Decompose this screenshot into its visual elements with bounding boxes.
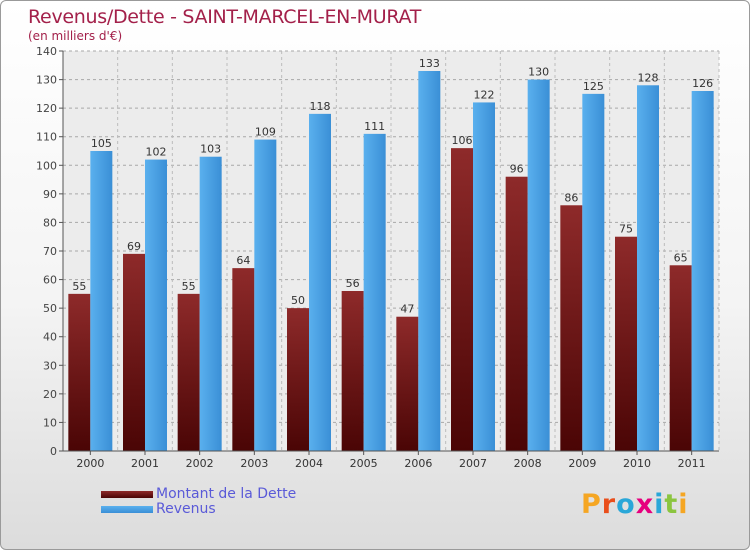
- bar-revenus: [691, 91, 714, 451]
- bar-dette: [396, 316, 419, 451]
- x-tick-label: 2011: [678, 457, 706, 470]
- y-tick-label: 80: [43, 216, 57, 229]
- x-tick-label: 2001: [131, 457, 159, 470]
- y-tick-label: 120: [36, 102, 57, 115]
- proxiti-logo: Proxiti: [581, 489, 689, 520]
- x-tick-label: 2004: [295, 457, 323, 470]
- x-tick-label: 2002: [186, 457, 214, 470]
- data-label: 125: [583, 80, 604, 93]
- data-label: 55: [72, 280, 86, 293]
- data-label: 64: [236, 254, 250, 267]
- data-label: 47: [400, 303, 414, 316]
- bar-revenus: [582, 93, 605, 451]
- data-label: 50: [291, 294, 305, 307]
- x-tick-label: 2007: [459, 457, 487, 470]
- data-label: 122: [474, 88, 495, 101]
- bar-revenus: [637, 85, 659, 452]
- chart-title: Revenus/Dette - SAINT-MARCEL-EN-MURAT: [28, 6, 422, 28]
- y-tick-label: 40: [43, 331, 57, 344]
- y-tick-label: 10: [43, 416, 57, 429]
- logo-letter: x: [635, 489, 655, 520]
- y-tick-label: 110: [36, 131, 57, 144]
- data-label: 56: [346, 277, 360, 290]
- data-label: 96: [510, 163, 524, 176]
- data-label: 128: [638, 71, 659, 84]
- bar-dette: [68, 293, 91, 451]
- logo-letter: t: [664, 489, 679, 520]
- data-label: 109: [255, 126, 276, 139]
- data-label: 69: [127, 240, 141, 253]
- x-tick-label: 2009: [568, 457, 596, 470]
- bar-dette: [669, 265, 692, 451]
- bar-dette: [123, 253, 145, 451]
- y-tick-label: 20: [43, 388, 57, 401]
- y-tick-label: 70: [43, 245, 57, 258]
- data-label: 86: [564, 191, 578, 204]
- y-tick-label: 140: [36, 45, 57, 58]
- bar-dette: [615, 236, 637, 451]
- data-label: 111: [364, 120, 385, 133]
- x-tick-label: 2010: [623, 457, 651, 470]
- x-tick-label: 2005: [350, 457, 378, 470]
- data-label: 130: [528, 66, 549, 79]
- logo-letter: i: [678, 489, 689, 520]
- bar-revenus: [527, 79, 550, 452]
- y-tick-label: 0: [50, 445, 57, 458]
- logo-letter: i: [654, 489, 665, 520]
- y-tick-label: 130: [36, 74, 57, 87]
- y-tick-label: 100: [36, 159, 57, 172]
- y-tick-label: 50: [43, 302, 57, 315]
- y-tick-label: 60: [43, 274, 57, 287]
- x-tick-label: 2003: [240, 457, 268, 470]
- data-label: 118: [310, 100, 331, 113]
- data-label: 55: [182, 280, 196, 293]
- legend-label-revenus: Revenus: [156, 501, 216, 517]
- data-label: 102: [146, 146, 167, 159]
- legend-label-dette: Montant de la Dette: [156, 486, 297, 502]
- bar-revenus: [363, 133, 386, 451]
- bar-dette: [287, 308, 309, 451]
- logo-letter: r: [601, 489, 617, 520]
- data-label: 75: [619, 223, 633, 236]
- data-label: 103: [200, 143, 221, 156]
- bar-revenus: [254, 139, 277, 452]
- bar-revenus: [473, 102, 495, 451]
- bar-dette: [177, 293, 200, 451]
- bar-dette: [341, 291, 364, 451]
- logo-letter: P: [581, 489, 602, 520]
- bar-dette: [505, 176, 528, 451]
- x-tick-label: 2000: [76, 457, 104, 470]
- bar-revenus: [309, 113, 331, 451]
- bar-revenus: [145, 159, 167, 452]
- data-label: 65: [674, 251, 688, 264]
- chart-subtitle: (en milliers d'€): [28, 29, 123, 43]
- legend-swatch-dette: [101, 491, 153, 498]
- data-label: 105: [91, 137, 112, 150]
- bar-dette: [560, 205, 583, 451]
- y-tick-label: 30: [43, 359, 57, 372]
- y-tick-label: 90: [43, 188, 57, 201]
- bar-revenus: [199, 156, 222, 451]
- logo-letter: o: [616, 489, 636, 520]
- data-label: 133: [419, 57, 440, 70]
- data-label: 126: [692, 77, 713, 90]
- x-tick-label: 2008: [514, 457, 542, 470]
- data-label: 106: [452, 134, 473, 147]
- bar-revenus: [90, 151, 113, 451]
- bar-revenus: [418, 71, 441, 451]
- bar-dette: [451, 148, 473, 451]
- legend-swatch-revenus: [101, 506, 153, 513]
- bar-dette: [232, 268, 255, 451]
- x-tick-label: 2006: [404, 457, 432, 470]
